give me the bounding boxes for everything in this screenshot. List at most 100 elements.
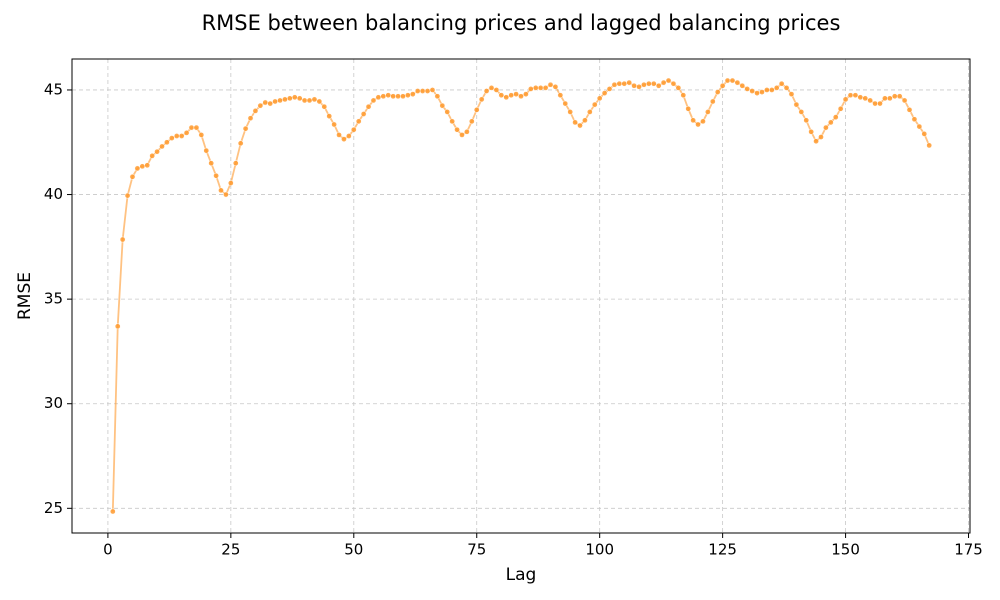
data-point xyxy=(886,95,893,102)
data-point xyxy=(173,133,180,139)
data-point xyxy=(272,98,278,105)
data-point xyxy=(419,88,426,94)
data-point xyxy=(291,94,298,101)
x-tick-label: 175 xyxy=(954,541,983,559)
data-point xyxy=(355,118,362,125)
data-point xyxy=(734,79,741,86)
data-point xyxy=(385,92,392,99)
data-point xyxy=(749,88,755,94)
data-point xyxy=(459,132,465,138)
data-point xyxy=(537,85,544,91)
x-axis-label: Lag xyxy=(506,565,537,585)
data-point xyxy=(483,88,490,94)
data-point xyxy=(646,80,652,87)
data-point xyxy=(857,94,864,101)
data-point xyxy=(223,191,229,198)
x-tick-label: 100 xyxy=(585,541,614,559)
data-point xyxy=(552,83,559,90)
data-point xyxy=(232,160,239,167)
data-point xyxy=(360,111,367,117)
data-point xyxy=(247,115,254,122)
data-point xyxy=(454,126,460,133)
data-point xyxy=(326,113,333,119)
data-point xyxy=(316,98,323,105)
data-point xyxy=(523,91,529,97)
data-point xyxy=(178,133,185,139)
data-point xyxy=(729,77,736,84)
data-point xyxy=(842,96,849,103)
data-point xyxy=(764,87,770,93)
data-point xyxy=(503,94,510,101)
data-point xyxy=(700,118,706,125)
data-point xyxy=(616,80,623,87)
data-point xyxy=(346,133,352,139)
data-point xyxy=(606,86,613,92)
data-point xyxy=(852,92,859,99)
data-point xyxy=(675,85,682,91)
data-point xyxy=(739,82,746,89)
data-point xyxy=(601,90,608,96)
data-point xyxy=(818,134,824,140)
data-point xyxy=(916,123,923,130)
y-tick-label: 40 xyxy=(44,185,63,203)
data-point xyxy=(655,82,662,89)
data-point xyxy=(493,87,500,93)
grid xyxy=(72,59,970,533)
data-point xyxy=(311,96,318,103)
data-point xyxy=(896,93,903,100)
data-point xyxy=(567,109,574,115)
plot xyxy=(109,77,933,515)
data-point xyxy=(464,128,470,135)
data-point xyxy=(867,97,874,104)
data-point xyxy=(252,108,259,114)
x-tick-label: 150 xyxy=(831,541,860,559)
data-point xyxy=(242,125,249,132)
data-point xyxy=(296,95,303,102)
data-point xyxy=(124,192,131,199)
data-point xyxy=(921,131,928,137)
data-point xyxy=(405,92,411,99)
data-point xyxy=(911,116,918,123)
data-point xyxy=(168,135,175,141)
y-tick-label: 35 xyxy=(44,290,63,308)
data-point xyxy=(754,90,760,96)
data-point xyxy=(488,85,495,91)
data-point xyxy=(832,114,839,121)
data-point xyxy=(891,93,898,100)
data-point xyxy=(882,95,888,102)
data-point xyxy=(282,96,288,103)
data-point xyxy=(188,124,195,131)
data-point xyxy=(793,101,800,108)
data-point xyxy=(400,93,406,100)
data-point xyxy=(262,99,269,106)
data-point xyxy=(444,109,451,115)
data-point xyxy=(906,106,913,113)
x-tick-label: 75 xyxy=(467,541,486,559)
data-point xyxy=(218,187,224,194)
data-point xyxy=(591,101,598,108)
data-point xyxy=(547,81,554,88)
x-tick-label: 50 xyxy=(344,541,363,559)
data-point xyxy=(773,85,780,91)
data-point xyxy=(390,93,396,100)
data-point xyxy=(877,100,883,107)
data-point xyxy=(724,77,731,84)
data-point xyxy=(395,93,401,100)
data-point xyxy=(542,85,549,91)
data-point xyxy=(837,105,844,112)
data-point xyxy=(193,124,200,131)
x-tick-label: 0 xyxy=(103,541,113,559)
data-point xyxy=(926,142,933,149)
data-point xyxy=(198,132,205,138)
y-tick-label: 25 xyxy=(44,499,63,517)
axes-frame xyxy=(71,58,971,534)
data-point xyxy=(159,143,165,150)
data-point xyxy=(257,102,264,109)
data-point xyxy=(414,88,421,94)
data-point xyxy=(424,88,431,94)
data-point xyxy=(183,129,190,136)
y-tick-label: 45 xyxy=(44,80,63,98)
data-point xyxy=(823,124,829,131)
